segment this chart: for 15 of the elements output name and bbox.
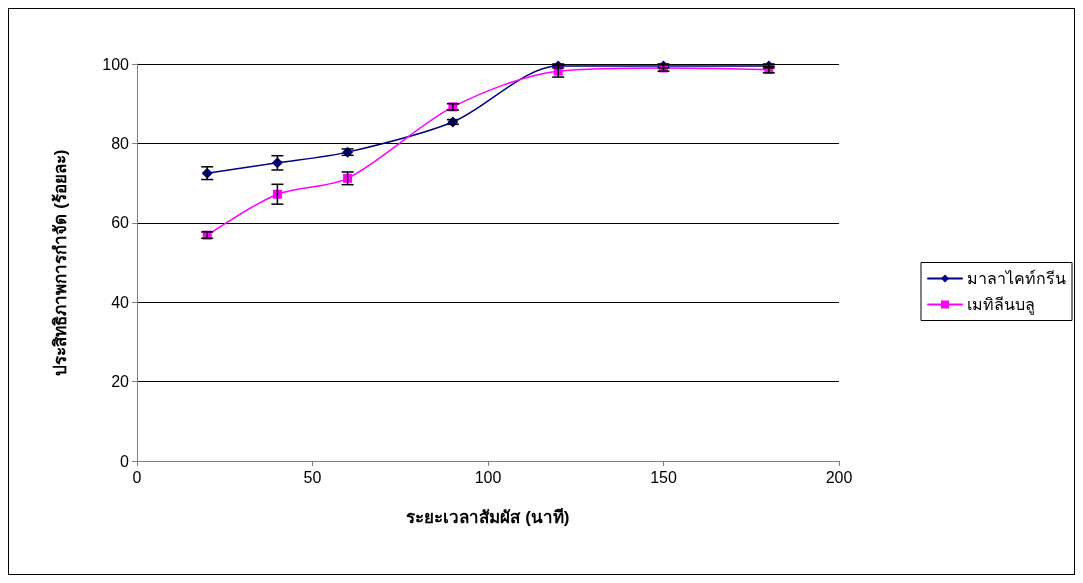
- y-tick-label: 60: [111, 214, 130, 232]
- y-tick-label: 20: [111, 373, 130, 391]
- y-tick-label: 40: [111, 293, 130, 311]
- legend-label: มาลาไคท์กรีน: [967, 269, 1066, 287]
- x-axis-title: ระยะเวลาสัมผัส (นาที): [406, 507, 570, 527]
- x-tick-label: 200: [825, 468, 853, 486]
- x-tick-label: 150: [650, 468, 677, 486]
- x-tick-label: 100: [474, 468, 502, 486]
- y-tick-label: 0: [120, 452, 130, 470]
- x-tick-label: 50: [303, 468, 322, 486]
- x-tick-label: 0: [132, 468, 142, 486]
- y-axis-title: ประสิทธิภาพการกำจัด (ร้อยละ): [51, 149, 70, 376]
- y-tick-label: 100: [102, 55, 130, 73]
- legend-label: เมทิลีนบลู: [967, 296, 1035, 315]
- y-tick-label: 80: [111, 134, 130, 152]
